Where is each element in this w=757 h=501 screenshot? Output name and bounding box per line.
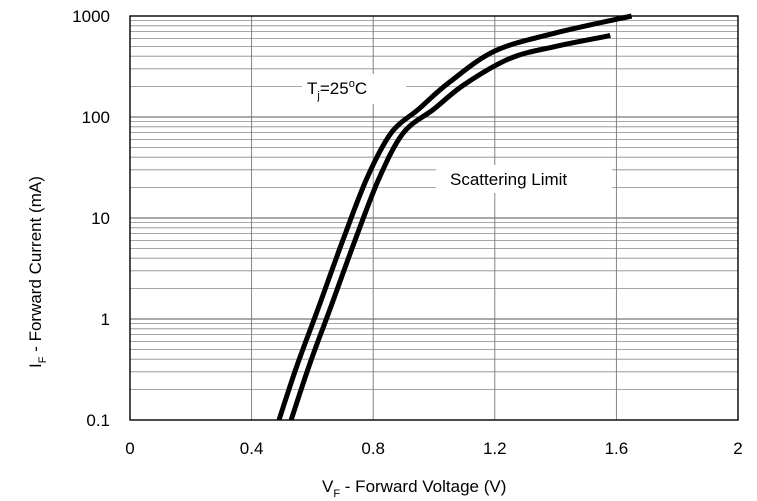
- y-axis-title: IF - Forward Current (mA): [26, 176, 49, 368]
- scatter-annotation: Scattering Limit: [450, 170, 567, 189]
- y-tick-labels: 0.1 1 10 100 1000: [72, 7, 110, 430]
- curve-2: [288, 33, 611, 421]
- y-tick-label: 0.1: [86, 411, 110, 430]
- y-tick-label: 100: [82, 108, 110, 127]
- temp-annotation: Tj=25oC: [307, 78, 367, 102]
- x-tick-label: 2: [733, 439, 742, 458]
- x-tick-label: 0.4: [240, 439, 264, 458]
- curves: [276, 13, 633, 421]
- scatter-annotation-bg: [436, 165, 612, 193]
- y-tick-label: 1000: [72, 7, 110, 26]
- x-tick-labels: 0 0.4 0.8 1.2 1.6 2: [125, 439, 742, 458]
- grid-lines: [129, 15, 739, 421]
- x-axis-title: VF - Forward Voltage (V): [322, 477, 506, 500]
- x-tick-label: 0.8: [361, 439, 385, 458]
- x-tick-label: 1.2: [483, 439, 507, 458]
- x-tick-label: 0: [125, 439, 134, 458]
- plot-frame: [129, 15, 739, 421]
- y-tick-label: 10: [91, 209, 110, 228]
- y-tick-label: 1: [101, 310, 110, 329]
- curve-1: [276, 13, 633, 421]
- x-tick-label: 1.6: [605, 439, 629, 458]
- temp-annotation-bg: [302, 74, 406, 104]
